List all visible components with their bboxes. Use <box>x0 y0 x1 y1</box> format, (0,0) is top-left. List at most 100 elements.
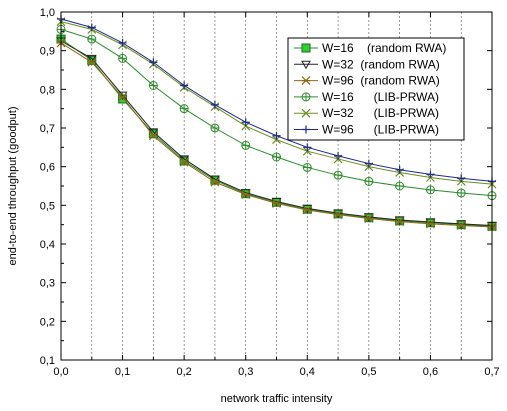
legend-marker <box>302 125 310 134</box>
data-point <box>148 128 159 137</box>
data-point <box>456 220 467 229</box>
data-point <box>333 170 343 180</box>
data-point <box>302 205 312 215</box>
legend-marker <box>301 108 311 118</box>
marker-cross <box>426 185 435 194</box>
data-point <box>179 104 189 114</box>
y-tick-label: 0,4 <box>40 239 55 251</box>
series-3 <box>56 38 497 232</box>
x-axis-title: network traffic intensity <box>221 393 333 405</box>
marker-cross <box>457 188 466 197</box>
data-point <box>302 162 312 172</box>
data-point <box>303 143 312 152</box>
x-tick-label: 0,5 <box>361 366 376 378</box>
data-point <box>395 217 405 226</box>
ticks-layer: 0,0 0,1 0,2 0,3 0,4 0,5 0,6 0,70,10,20,30,40,50… <box>40 7 500 378</box>
data-point <box>241 118 250 127</box>
data-point <box>272 198 281 208</box>
data-point <box>87 57 97 67</box>
y-axis-title: end-to-end throughput (goodput) <box>7 106 19 265</box>
legend-label: W=16 (random RWA) <box>322 41 446 55</box>
y-tick-label: 0,7 <box>40 123 55 135</box>
marker-cross <box>118 54 127 63</box>
data-point <box>241 190 251 199</box>
data-point <box>241 140 251 150</box>
data-point <box>364 159 373 168</box>
legend-entry: W=96 (LIB-PRWA) <box>294 123 439 137</box>
data-point <box>364 176 374 186</box>
data-point <box>149 58 158 67</box>
x-tick-label: 0,2 <box>176 366 191 378</box>
data-point <box>333 210 343 220</box>
marker-cross <box>272 153 281 161</box>
data-point <box>395 165 404 174</box>
x-tick-label: 0,1 <box>115 366 130 378</box>
data-point <box>272 152 281 162</box>
marker-cross <box>87 35 96 44</box>
data-point <box>179 157 189 167</box>
marker-cross <box>180 104 189 113</box>
data-point <box>210 123 220 133</box>
x-tick-label: 0,3 <box>238 366 253 378</box>
data-point <box>118 53 128 63</box>
data-point <box>426 219 435 229</box>
legend-entry: W=16 (random RWA) <box>294 41 446 55</box>
data-point <box>333 209 343 219</box>
y-tick-label: 0,6 <box>40 162 55 174</box>
series-layer <box>56 14 497 232</box>
data-point <box>426 170 435 179</box>
data-point <box>179 156 189 166</box>
x-tick-label: 0,6 <box>423 366 438 378</box>
legend-label: W=96 (LIB-PRWA) <box>322 123 439 137</box>
marker-cross <box>149 81 158 90</box>
legend: W=16 (random RWA) W=32 (random RWA) W=96 (… <box>287 37 465 141</box>
data-point <box>364 214 374 223</box>
data-point <box>87 34 97 44</box>
data-point <box>118 38 127 47</box>
data-point <box>456 221 466 230</box>
y-tick-label: 1,0 <box>40 7 55 19</box>
legend-label: W=16 (LIB-PRWA) <box>322 90 439 104</box>
data-point <box>210 100 219 109</box>
legend-marker <box>301 92 311 102</box>
legend-entry: W=32 (LIB-PRWA) <box>294 106 439 120</box>
legend-entry: W=32 (random RWA) <box>294 57 440 71</box>
data-point <box>118 92 127 102</box>
data-point <box>86 54 97 64</box>
y-tick-label: 0,3 <box>40 278 55 290</box>
y-tick-label: 0,2 <box>40 316 55 328</box>
marker-cross <box>334 171 343 180</box>
data-point <box>180 81 189 90</box>
data-point <box>425 185 435 195</box>
marker-cross <box>395 182 404 190</box>
data-point <box>148 80 158 90</box>
series-line <box>60 40 493 226</box>
data-point <box>395 181 405 191</box>
data-point <box>148 129 158 139</box>
legend-entry: W=96 (random RWA) <box>294 74 440 88</box>
legend-label: W=96 (random RWA) <box>322 74 440 88</box>
marker-cross <box>210 124 219 132</box>
data-point <box>363 213 374 222</box>
marker-cross <box>302 92 310 101</box>
data-point <box>334 151 343 160</box>
data-point <box>272 131 281 140</box>
legend-label: W=32 (LIB-PRWA) <box>322 106 439 120</box>
y-tick-label: 0,8 <box>40 84 55 96</box>
marker-cross <box>303 163 312 172</box>
data-point <box>394 216 405 226</box>
legend-marker <box>301 60 311 70</box>
data-point <box>302 204 313 214</box>
legend-label: W=32 (random RWA) <box>322 57 440 71</box>
legend-box <box>287 37 465 141</box>
x-tick-label: 0,0 <box>53 366 68 378</box>
legend-marker <box>301 43 311 53</box>
y-tick-label: 0,5 <box>40 200 55 212</box>
data-point <box>148 131 158 141</box>
legend-entry: W=16 (LIB-PRWA) <box>294 90 439 104</box>
legend-marker <box>301 76 311 86</box>
x-tick-label: 0,4 <box>300 366 315 378</box>
data-point <box>456 188 466 198</box>
data-point <box>87 23 96 32</box>
marker-cross <box>364 177 373 186</box>
